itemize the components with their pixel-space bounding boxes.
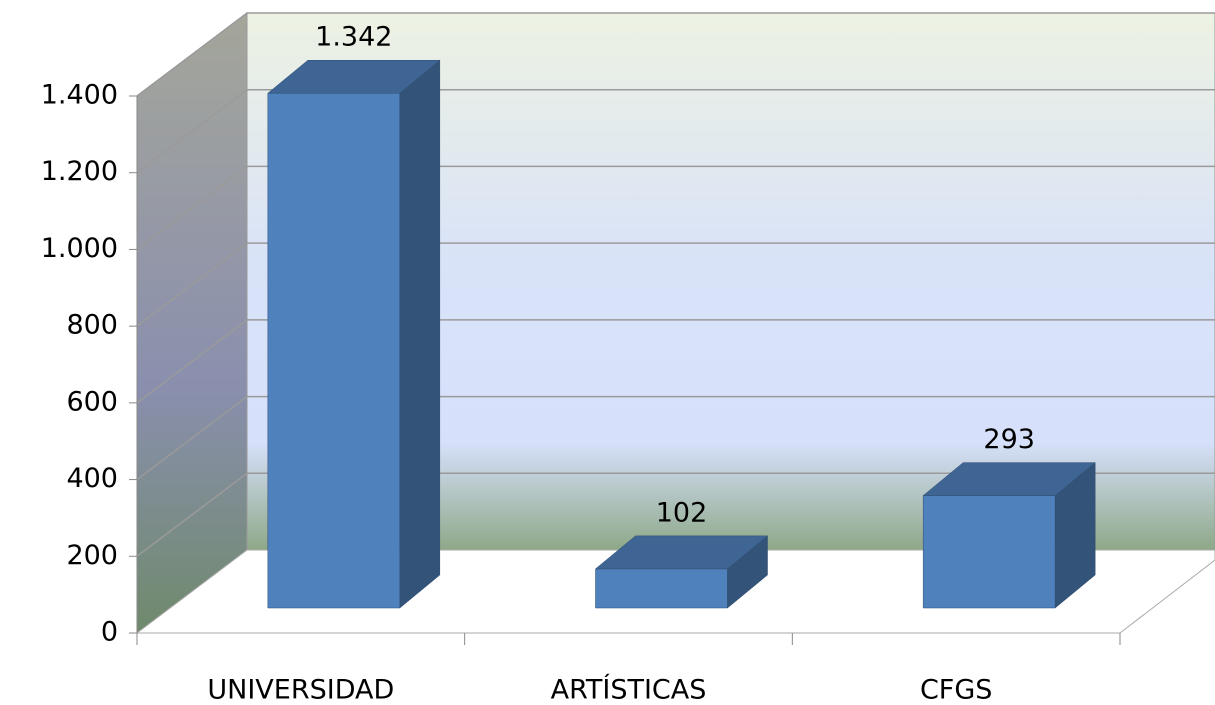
grid-line (136, 472, 1215, 557)
value-label: 102 (656, 497, 708, 528)
value-label: 293 (983, 424, 1035, 455)
x-tick-label: UNIVERSIDAD (207, 675, 394, 705)
grid-line (136, 88, 1215, 174)
side-wall (136, 11, 248, 635)
y-tick-label: 1.000 (41, 233, 118, 264)
bar-top (594, 535, 769, 570)
grid-line (136, 395, 1215, 481)
bar-front (595, 568, 728, 609)
y-tick-label: 600 (66, 386, 118, 417)
grid-line (136, 319, 1215, 404)
x-tick-label: ARTÍSTICAS (551, 674, 707, 705)
y-tick-label: 800 (66, 310, 118, 341)
bar-top (922, 462, 1096, 496)
y-tick-label: 200 (66, 540, 118, 571)
grid-line (136, 242, 1215, 327)
y-tick-label: 1.400 (41, 80, 118, 111)
bar (267, 59, 441, 609)
bar-top (267, 59, 441, 94)
x-tick-label: CFGS (920, 675, 992, 705)
value-label: 1.342 (315, 22, 392, 53)
bar (922, 462, 1096, 609)
bar (594, 535, 769, 609)
bar-front (267, 92, 401, 609)
grid-line (136, 12, 1215, 97)
y-tick-label: 400 (66, 463, 118, 494)
y-tick-label: 0 (101, 617, 118, 648)
bar-front (922, 495, 1056, 609)
grid-line (136, 165, 1215, 251)
y-tick-label: 1.200 (41, 156, 118, 187)
bar-side (399, 59, 441, 609)
